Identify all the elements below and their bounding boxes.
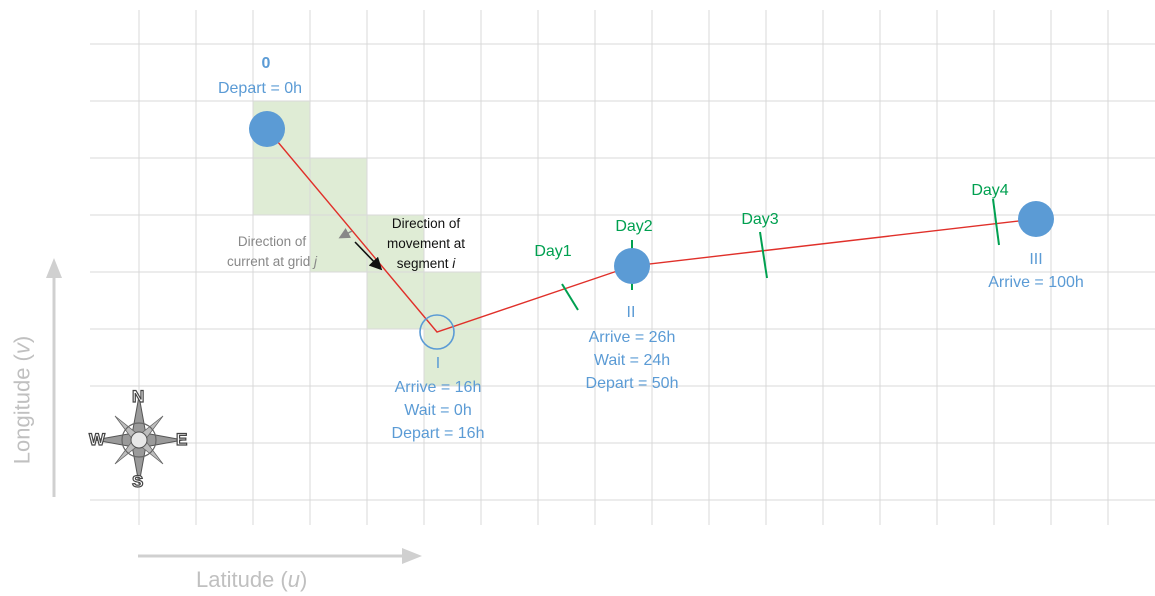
- port-0-depart: Depart = 0h: [217, 80, 303, 97]
- route-path: [266, 128, 1037, 333]
- x-axis-label-text: Latitude (: [196, 567, 288, 592]
- port-0-marker: [249, 111, 285, 147]
- port-i-depart: Depart = 16h: [391, 425, 485, 442]
- port-i-arrive: Arrive = 16h: [394, 379, 482, 396]
- movement-note-line2: movement at: [386, 236, 466, 251]
- movement-note-text: segment: [396, 256, 453, 271]
- direction-arrows: [338, 228, 383, 271]
- highlighted-grid-cells: [253, 101, 481, 386]
- compass-s-label: S: [131, 471, 144, 491]
- route-line: [266, 128, 1037, 333]
- y-axis-label: Longitude (v): [8, 336, 36, 464]
- port-iii-label: III: [1029, 251, 1043, 268]
- highlight-cell: [367, 272, 424, 329]
- port-ii-wait: Wait = 24h: [593, 352, 671, 369]
- day-tick-mark: [992, 198, 1000, 246]
- movement-note-var: i: [452, 256, 456, 271]
- day3-label: Day3: [741, 211, 779, 228]
- y-axis-label-close: ): [9, 335, 35, 344]
- x-axis-label-close: ): [299, 567, 308, 592]
- x-axis-arrowhead: [402, 548, 422, 564]
- port-iii-marker: [1018, 201, 1054, 237]
- highlight-cell: [310, 158, 367, 215]
- x-axis-label-var: u: [287, 567, 300, 592]
- port-0-label: 0: [261, 55, 271, 72]
- y-axis-arrowhead: [46, 258, 62, 278]
- port-markers: [249, 111, 1054, 350]
- day4-label: Day4: [971, 182, 1009, 199]
- axis-arrows: [46, 258, 422, 564]
- current-direction-note: Direction of current at grid j: [227, 232, 317, 272]
- x-axis-label: Latitude (u): [196, 566, 307, 594]
- port-i-marker: [419, 314, 455, 350]
- compass-e-label: E: [175, 429, 188, 449]
- port-iii-arrive: Arrive = 100h: [988, 274, 1084, 291]
- port-ii-label: II: [626, 304, 636, 321]
- compass-w-label: W: [88, 429, 106, 449]
- port-i-wait: Wait = 0h: [404, 402, 472, 419]
- compass-ring: [121, 422, 157, 458]
- port-ii-marker: [614, 248, 650, 284]
- movement-direction-note: Direction of movement at segment i: [387, 214, 465, 274]
- y-axis-label-var: v: [9, 343, 35, 355]
- highlight-cell: [253, 158, 310, 215]
- current-arrow: [338, 228, 353, 239]
- day-tick-mark: [561, 283, 579, 311]
- current-note-line1: Direction of: [237, 234, 307, 249]
- highlight-cell: [310, 215, 367, 272]
- port-ii-arrive: Arrive = 26h: [588, 329, 676, 346]
- current-note-var: j: [314, 254, 318, 269]
- movement-note-line1: Direction of: [391, 216, 461, 231]
- compass-n-label: N: [131, 386, 145, 406]
- day2-label: Day2: [615, 218, 653, 235]
- movement-arrow: [354, 241, 383, 271]
- current-note-text: current at grid: [226, 254, 315, 269]
- y-axis-label-text: Longitude (: [9, 354, 35, 465]
- compass-rose-icon: [94, 395, 184, 485]
- port-i-times: Arrive = 16h Wait = 0h Depart = 16h: [392, 376, 485, 445]
- port-ii-times: Arrive = 26h Wait = 24h Depart = 50h: [586, 326, 679, 395]
- compass-center: [130, 431, 148, 449]
- highlight-cell: [424, 272, 481, 329]
- port-ii-depart: Depart = 50h: [585, 375, 679, 392]
- port-i-label: I: [435, 355, 441, 372]
- movement-note-line3: segment i: [387, 254, 465, 274]
- day1-label: Day1: [534, 243, 572, 260]
- current-note-line2: current at grid j: [227, 252, 317, 272]
- day-tick-mark: [759, 231, 768, 279]
